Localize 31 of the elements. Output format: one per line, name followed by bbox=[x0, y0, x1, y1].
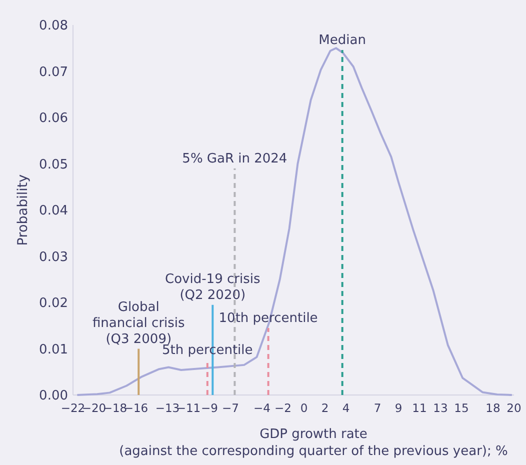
x-tick-label: −4 bbox=[254, 401, 270, 415]
x-tick-label: 11 bbox=[412, 401, 427, 415]
y-tick-label: 0.04 bbox=[39, 204, 68, 219]
x-tick-label: 13 bbox=[433, 401, 448, 415]
x-tick-label: −9 bbox=[201, 401, 218, 415]
x-tick-label: 15 bbox=[454, 401, 469, 415]
y-tick-label: 0.03 bbox=[39, 250, 68, 265]
y-tick-label: 0.06 bbox=[39, 111, 68, 126]
y-tick-label: 0.00 bbox=[39, 388, 68, 404]
y-tick-label: 0.02 bbox=[39, 296, 68, 312]
y-tick-label: 0.05 bbox=[39, 157, 68, 172]
y-tick-label: 0.07 bbox=[39, 64, 68, 80]
x-tick-label: 9 bbox=[394, 401, 402, 415]
annotation: Covid-19 crisis (Q2 2020) bbox=[165, 272, 260, 303]
line-series bbox=[76, 47, 513, 396]
annotation: Median bbox=[318, 32, 366, 48]
x-tick-label: 4 bbox=[342, 401, 350, 415]
x-tick-label: −7 bbox=[222, 401, 239, 415]
x-tick-label: 0 bbox=[300, 401, 308, 415]
y-tick-label: 0.01 bbox=[39, 342, 68, 358]
x-axis-title: GDP growth rate (against the corresponding quarter of the previous year); % bbox=[119, 427, 508, 459]
x-tick-label: 7 bbox=[374, 401, 382, 415]
y-axis-title: Probability bbox=[15, 174, 31, 246]
x-tick-label: 18 bbox=[486, 401, 500, 415]
x-tick-label: 20 bbox=[506, 401, 522, 415]
x-tick-label: −2 bbox=[274, 401, 292, 415]
x-tick-label: 2 bbox=[321, 401, 329, 415]
y-tick-label: 0.08 bbox=[39, 18, 68, 34]
x-tick-label: −13 bbox=[155, 401, 180, 415]
annotation: 10th percentile bbox=[218, 310, 318, 326]
annotation: 5% GaR in 2024 bbox=[182, 151, 288, 166]
